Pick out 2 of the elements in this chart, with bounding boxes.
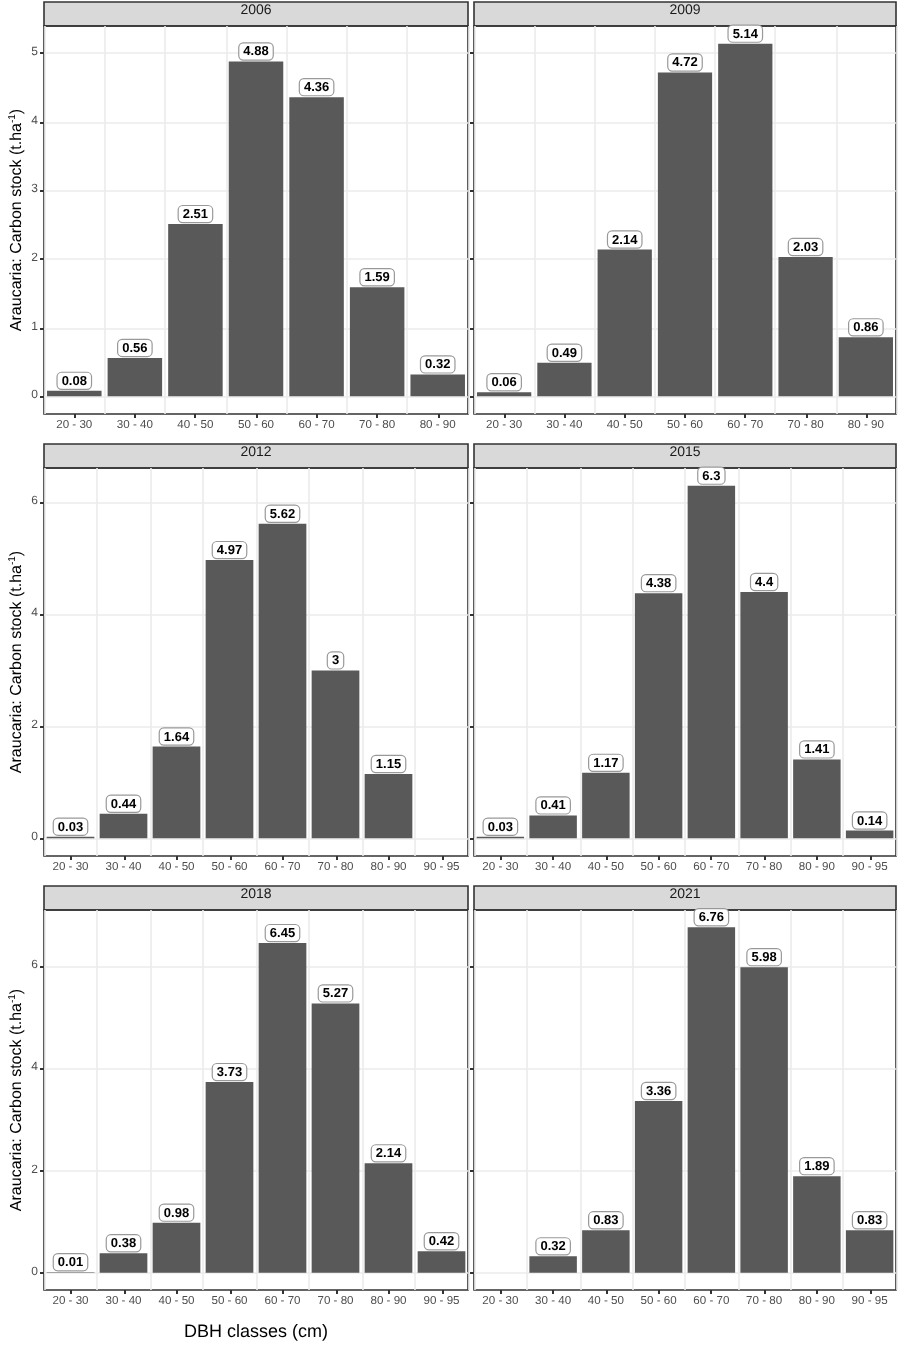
bar [311, 670, 360, 839]
x-axis-title: DBH classes (cm) [183, 1321, 329, 1341]
